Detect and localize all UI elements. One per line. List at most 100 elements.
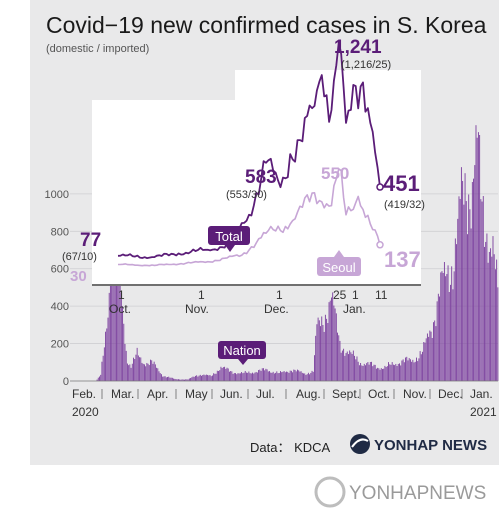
nation-bar: [292, 372, 294, 381]
nation-bar: [329, 300, 331, 381]
nation-bar: [160, 374, 162, 381]
nation-bar: [496, 259, 498, 381]
seoul-label: Seoul: [317, 250, 361, 276]
nation-bar: [247, 372, 249, 381]
nation-bar: [182, 379, 184, 381]
nation-bar: [181, 379, 183, 381]
globe-icon: [350, 434, 370, 454]
nation-bar: [154, 364, 156, 381]
nation-bar: [414, 361, 416, 381]
nation-bar: [298, 370, 300, 381]
nation-bar: [363, 363, 365, 381]
annotation-value: 550: [321, 164, 349, 183]
nation-bar: [242, 373, 244, 381]
nation-bar: [311, 370, 313, 381]
nation-bar: [162, 376, 164, 381]
nation-bar: [120, 293, 122, 381]
nation-bar: [204, 375, 206, 381]
nation-bar: [203, 374, 205, 381]
nation-bar: [286, 371, 287, 381]
nation-bar: [239, 373, 241, 381]
annotation-value: 451: [383, 171, 420, 196]
nation-bar: [368, 364, 370, 381]
nation-bar: [390, 364, 392, 381]
nation-bar: [191, 377, 193, 381]
nation-bar: [341, 350, 343, 381]
nation-bar: [350, 352, 352, 381]
x-tick-label: 2021: [470, 405, 497, 419]
nation-bar: [453, 271, 455, 381]
nation-bar: [491, 256, 493, 381]
nation-bar: [306, 374, 308, 381]
nation-bar: [196, 375, 198, 381]
nation-bar: [434, 320, 436, 381]
nation-bar: [134, 358, 136, 381]
nation-bar: [278, 372, 280, 381]
nation-bar: [100, 374, 102, 381]
nation-bar: [174, 378, 176, 381]
nation-bar: [419, 351, 421, 381]
nation-bar: [317, 317, 319, 381]
nation-bar: [219, 370, 221, 381]
nation-bar: [116, 252, 117, 381]
nation-bar: [148, 365, 150, 381]
nation-bar: [490, 248, 492, 381]
nation-bar: [226, 367, 228, 381]
nation-bar: [233, 373, 235, 381]
annotation-value: 1,241: [334, 37, 382, 58]
nation-bar: [377, 367, 379, 381]
y-tick-label: 1000: [45, 189, 69, 201]
nation-bar: [356, 356, 358, 381]
nation-bar: [361, 365, 363, 381]
nation-bar: [157, 368, 159, 381]
nation-bar: [106, 328, 108, 381]
nation-bar: [497, 287, 499, 381]
nation-bar: [192, 376, 194, 381]
nation-bar: [439, 296, 441, 381]
chart-subtitle: (domestic / imported): [46, 43, 149, 55]
nation-bar: [164, 376, 166, 381]
nation-bar: [487, 262, 489, 381]
annotation-value: 137: [384, 247, 421, 272]
nation-bar: [430, 331, 432, 381]
nation-bar: [273, 373, 275, 381]
total-line: [117, 40, 381, 259]
nation-bar: [309, 374, 311, 381]
nation-bar: [307, 372, 309, 381]
nation-bar: [484, 246, 485, 381]
nation-bar: [338, 335, 340, 381]
x-tick-label: Jun.: [220, 387, 243, 401]
nation-bar: [109, 282, 111, 381]
nation-bar: [215, 373, 217, 381]
nation-bar: [456, 244, 458, 381]
x-tick-label: Mar.: [111, 387, 134, 401]
nation-bar: [209, 375, 211, 381]
nation-bar: [340, 352, 342, 381]
nation-bar: [357, 361, 359, 381]
nation-bar: [180, 379, 182, 381]
nation-bar: [163, 376, 165, 381]
nation-bar: [283, 371, 285, 381]
nation-bar: [114, 231, 116, 381]
nation-bar: [224, 366, 226, 381]
globe-swoosh-icon: [351, 438, 369, 448]
nation-bar: [426, 333, 428, 381]
inset-annotations: 77(67/10) 30 583(553/30) 1,241(1,216/25) 550…: [62, 37, 425, 285]
annotation-value: 583: [245, 167, 277, 188]
x-tick-label: Jan.: [470, 387, 493, 401]
nation-bar: [433, 322, 434, 381]
nation-bar: [358, 365, 360, 381]
nation-bar: [260, 370, 262, 381]
nation-bar: [362, 365, 364, 381]
nation-bar: [165, 377, 167, 381]
nation-bar: [301, 372, 303, 381]
inset-x-label: 1: [276, 288, 283, 302]
nation-bar: [244, 370, 246, 381]
nation-bar: [365, 365, 366, 381]
seoul-endpoint: [376, 241, 384, 249]
nation-bar: [316, 324, 318, 381]
nation-bar: [373, 364, 375, 381]
nation-bar: [284, 372, 286, 381]
nation-bar: [422, 351, 424, 381]
